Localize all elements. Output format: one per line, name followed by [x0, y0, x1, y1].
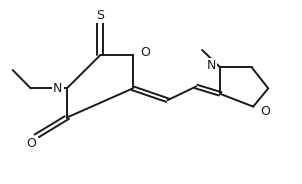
- Text: S: S: [96, 9, 104, 22]
- Text: O: O: [260, 105, 270, 118]
- Text: O: O: [26, 137, 36, 150]
- Text: N: N: [207, 59, 216, 72]
- Text: N: N: [53, 82, 63, 95]
- Text: O: O: [140, 46, 150, 59]
